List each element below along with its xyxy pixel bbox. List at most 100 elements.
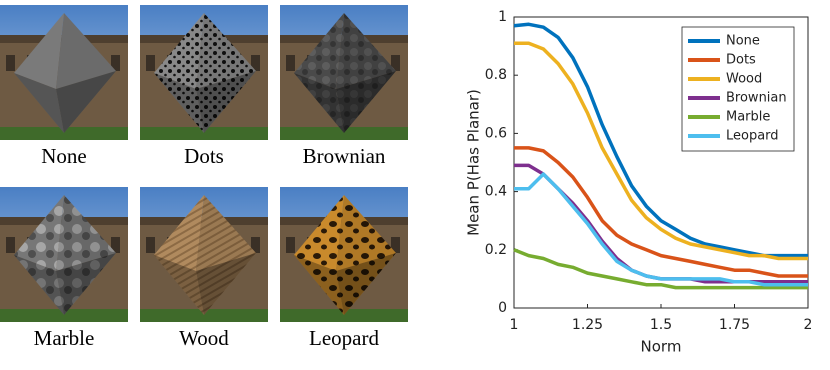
face-shade — [196, 13, 256, 89]
window — [286, 237, 295, 253]
image-caption: Wood — [179, 326, 229, 350]
thumbnail — [280, 5, 408, 140]
window — [6, 237, 15, 253]
y-tick-label: 1 — [498, 9, 507, 25]
image-caption: Brownian — [303, 144, 386, 168]
window — [146, 237, 155, 253]
legend-box — [681, 26, 795, 152]
octahedron-face — [196, 13, 256, 89]
octahedron-face — [196, 253, 256, 315]
face-shade — [196, 195, 256, 271]
legend-label: Brownian — [726, 91, 787, 106]
lawn — [0, 127, 128, 140]
face-shade — [14, 255, 64, 315]
octahedron-face — [56, 13, 116, 89]
legend: None Dots Wood Brownian Marble Leopard — [681, 26, 795, 152]
face-shade — [336, 253, 396, 315]
octahedron-face — [196, 71, 256, 133]
window — [251, 237, 260, 253]
face-shade — [336, 195, 396, 271]
octahedron-face — [294, 195, 344, 271]
window — [391, 237, 400, 253]
face-shade — [336, 71, 396, 133]
octahedron-face — [154, 73, 204, 133]
x-tick-label: 1.5 — [650, 317, 672, 333]
octahedron-face — [14, 13, 64, 89]
octahedron-face — [14, 73, 64, 133]
legend-label: Wood — [726, 72, 762, 87]
window — [391, 55, 400, 71]
octahedron-face — [14, 255, 64, 315]
thumbnail — [280, 187, 408, 322]
lawn — [0, 309, 128, 322]
chart: 1 1.25 1.5 1.75 2 0 0.2 0.4 0.6 0.8 1 Norm Mean P(Ha… — [465, 9, 813, 356]
y-tick-label: 0.4 — [485, 184, 507, 200]
thumbnail — [0, 187, 128, 322]
y-tick-label: 0.2 — [485, 242, 507, 258]
lawn — [140, 127, 268, 140]
face-shade — [336, 13, 396, 89]
legend-label: Dots — [726, 53, 756, 68]
data-line — [513, 248, 808, 290]
window — [251, 55, 260, 71]
octahedron-face — [154, 13, 204, 89]
window — [146, 55, 155, 71]
octahedron-face — [14, 195, 64, 271]
lawn — [280, 127, 408, 140]
image-caption: Marble — [34, 326, 95, 350]
data-line — [514, 41, 808, 261]
image-caption: Leopard — [309, 326, 379, 350]
face-shade — [294, 73, 344, 133]
octahedron-face — [56, 195, 116, 271]
window — [286, 55, 295, 71]
face-shade — [56, 13, 116, 89]
thumbnail — [0, 5, 128, 140]
data-line — [514, 172, 808, 287]
face-shade — [56, 195, 116, 271]
y-axis-label: Mean P(Has Planar) — [465, 89, 483, 236]
legend-label: None — [726, 34, 760, 49]
octahedron-face — [336, 71, 396, 133]
face-shade — [196, 253, 256, 315]
image-caption: Dots — [184, 144, 224, 168]
thumbnail — [140, 5, 268, 140]
octahedron-face — [336, 253, 396, 315]
y-tick-label: 0.8 — [485, 67, 507, 83]
lawn — [140, 309, 268, 322]
window — [111, 237, 120, 253]
window — [111, 55, 120, 71]
legend-label: Leopard — [726, 129, 779, 144]
x-axis-label: Norm — [641, 338, 682, 356]
data-line — [514, 146, 808, 278]
image-grid — [0, 5, 408, 322]
face-shade — [154, 73, 204, 133]
face-shade — [154, 255, 204, 315]
legend-label: Marble — [726, 110, 770, 125]
window — [6, 55, 15, 71]
y-tick-label: 0.6 — [485, 125, 507, 141]
octahedron-face — [154, 255, 204, 315]
octahedron-face — [196, 195, 256, 271]
face-shade — [196, 71, 256, 133]
face-shade — [294, 255, 344, 315]
face-shade — [14, 73, 64, 133]
octahedron-face — [56, 253, 116, 315]
face-shade — [56, 253, 116, 315]
x-tick-label: 1.25 — [572, 317, 603, 333]
octahedron-face — [294, 73, 344, 133]
octahedron-face — [56, 71, 116, 133]
image-caption: None — [41, 144, 87, 168]
octahedron-face — [336, 195, 396, 271]
y-tick-label: 0 — [498, 300, 507, 316]
face-shade — [56, 71, 116, 133]
octahedron-face — [154, 195, 204, 271]
x-tick-label: 1 — [510, 317, 519, 333]
octahedron-face — [294, 13, 344, 89]
lawn — [280, 309, 408, 322]
thumbnail — [140, 187, 268, 322]
x-tick-label: 2 — [804, 317, 813, 333]
octahedron-face — [294, 255, 344, 315]
octahedron-face — [336, 13, 396, 89]
x-tick-label: 1.75 — [719, 317, 750, 333]
